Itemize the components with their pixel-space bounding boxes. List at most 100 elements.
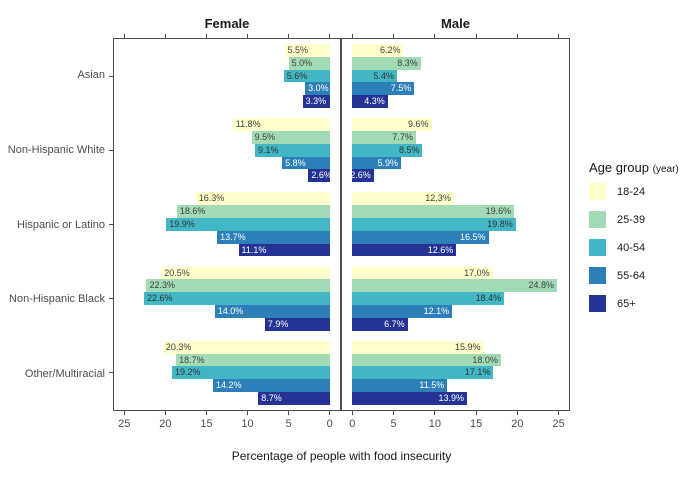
bar-track: 12.3% — [342, 192, 569, 206]
x-tick-label: 10 — [428, 418, 441, 430]
x-tick-mark — [123, 34, 125, 38]
x-tick-mark — [351, 411, 353, 415]
bar-track: 8.7% — [114, 392, 340, 405]
bar-value-label: 8.3% — [397, 57, 418, 68]
bar-male-non-hispanic-white-18-24: 9.6% — [352, 118, 432, 132]
bar-track: 9.1% — [114, 143, 340, 157]
bar-track: 5.5% — [114, 44, 340, 57]
x-tick-mark — [558, 34, 560, 38]
x-tick-mark — [558, 411, 560, 415]
bar-track: 5.6% — [114, 69, 340, 83]
bar-group-female-non-hispanic-black: 20.5% 22.3% 22.6% 14.0% 7.9% — [114, 262, 340, 336]
legend-swatch-40-54 — [589, 239, 606, 256]
x-tick-label: 20 — [511, 418, 524, 430]
bar-track: 14.2% — [114, 379, 340, 393]
x-tick-mark — [205, 34, 207, 38]
bar-female-non-hispanic-white-18-24: 11.8% — [232, 118, 330, 132]
bar-value-label: 5.6% — [286, 70, 308, 81]
bar-track: 4.3% — [342, 95, 569, 109]
bar-value-label: 14.2% — [216, 380, 242, 391]
bar-female-non-hispanic-black-65: 7.9% — [264, 317, 330, 331]
bar-value-label: 19.8% — [487, 218, 513, 229]
x-tick-mark — [434, 34, 436, 38]
bar-value-label: 11.1% — [241, 244, 267, 255]
bar-female-non-hispanic-black-40-54: 22.6% — [144, 292, 330, 306]
x-tick-mark — [164, 34, 166, 38]
bar-female-hispanic-or-latino-18-24: 16.3% — [195, 192, 330, 206]
bar-male-asian-55-64: 7.5% — [352, 82, 415, 96]
bar-male-other-multiracial-65: 13.9% — [352, 392, 468, 405]
bar-male-hispanic-or-latino-65: 12.6% — [352, 243, 457, 257]
bar-track: 6.2% — [342, 44, 569, 57]
x-tick-label: 20 — [159, 418, 172, 430]
x-axis-title: Percentage of people with food insecurit… — [231, 449, 452, 463]
bar-value-label: 20.5% — [164, 267, 190, 278]
bar-track: 19.2% — [114, 366, 340, 380]
bar-value-label: 3.0% — [308, 83, 329, 94]
bar-value-label: 14.0% — [217, 305, 244, 316]
bar-value-label: 19.6% — [485, 206, 512, 217]
bar-value-label: 8.7% — [261, 392, 282, 403]
bar-female-non-hispanic-white-55-64: 5.8% — [282, 156, 330, 170]
legend-label: 40-54 — [617, 241, 646, 254]
y-axis-label-asian: Asian — [77, 69, 105, 82]
bar-track: 8.5% — [342, 143, 569, 157]
bar-value-label: 22.3% — [149, 280, 176, 291]
bar-track: 14.0% — [114, 305, 340, 318]
bar-female-hispanic-or-latino-25-39: 18.6% — [176, 205, 330, 219]
bar-male-non-hispanic-black-40-54: 18.4% — [352, 292, 505, 306]
x-tick-label: 0 — [349, 418, 356, 430]
bar-track: 20.3% — [114, 340, 340, 354]
bar-value-label: 3.3% — [305, 96, 327, 107]
legend-items: 18-24 25-39 40-54 55-64 65+ — [589, 183, 699, 312]
bar-female-hispanic-or-latino-40-54: 19.9% — [166, 218, 330, 231]
x-tick-label: 5 — [390, 418, 397, 430]
x-tick-mark — [205, 411, 207, 415]
bar-value-label: 5.9% — [377, 157, 398, 168]
bar-female-other-multiracial-55-64: 14.2% — [213, 379, 330, 393]
bar-female-asian-18-24: 5.5% — [284, 44, 330, 57]
facet-title-female: Female — [204, 16, 250, 31]
x-tick-mark — [475, 34, 477, 38]
bar-female-non-hispanic-black-18-24: 20.5% — [161, 266, 330, 280]
legend-swatch-55-64 — [589, 267, 606, 284]
bar-track: 8.3% — [342, 56, 569, 70]
bar-track: 19.9% — [114, 218, 340, 231]
bar-male-non-hispanic-black-55-64: 12.1% — [352, 305, 453, 318]
bar-track: 15.9% — [342, 340, 569, 354]
bar-value-label: 6.2% — [379, 44, 401, 55]
bar-track: 22.3% — [114, 279, 340, 293]
bar-track: 19.6% — [342, 205, 569, 219]
bar-track: 16.5% — [342, 230, 569, 244]
bar-track: 20.5% — [114, 266, 340, 280]
bar-track: 19.8% — [342, 218, 569, 231]
bar-male-asian-18-24: 6.2% — [352, 44, 404, 57]
bar-track: 5.9% — [342, 156, 569, 170]
legend-label: 65+ — [617, 297, 636, 310]
y-axis-label-non-hispanic-black: Non-Hispanic Black — [9, 293, 105, 306]
bar-track: 9.5% — [114, 131, 340, 144]
bar-male-non-hispanic-black-18-24: 17.0% — [352, 266, 493, 280]
bar-track: 7.5% — [342, 82, 569, 96]
bar-male-other-multiracial-40-54: 17.1% — [352, 366, 494, 380]
bar-female-non-hispanic-white-65: 2.6% — [308, 169, 332, 183]
legend-item-55-64: 55-64 — [589, 267, 699, 284]
legend-item-25-39: 25-39 — [589, 211, 699, 228]
bar-female-asian-55-64: 3.0% — [305, 82, 330, 96]
bar-male-other-multiracial-18-24: 15.9% — [352, 340, 484, 354]
bar-female-asian-40-54: 5.6% — [283, 69, 330, 83]
bar-value-label: 6.7% — [384, 318, 405, 329]
x-tick-mark — [393, 411, 395, 415]
legend: Age group (year) 18-24 25-39 40-54 55-64 65+ — [589, 160, 699, 323]
bar-value-label: 17.0% — [464, 267, 490, 278]
x-tick-mark — [516, 411, 518, 415]
legend-label: 25-39 — [617, 213, 646, 226]
bar-male-hispanic-or-latino-25-39: 19.6% — [352, 205, 515, 219]
facet-title-male: Male — [441, 16, 470, 31]
y-tick-mark — [109, 149, 113, 151]
bar-track: 5.0% — [114, 56, 340, 70]
bar-male-hispanic-or-latino-40-54: 19.8% — [352, 218, 516, 231]
bar-value-label: 24.8% — [528, 280, 555, 291]
bar-track: 13.7% — [114, 230, 340, 244]
